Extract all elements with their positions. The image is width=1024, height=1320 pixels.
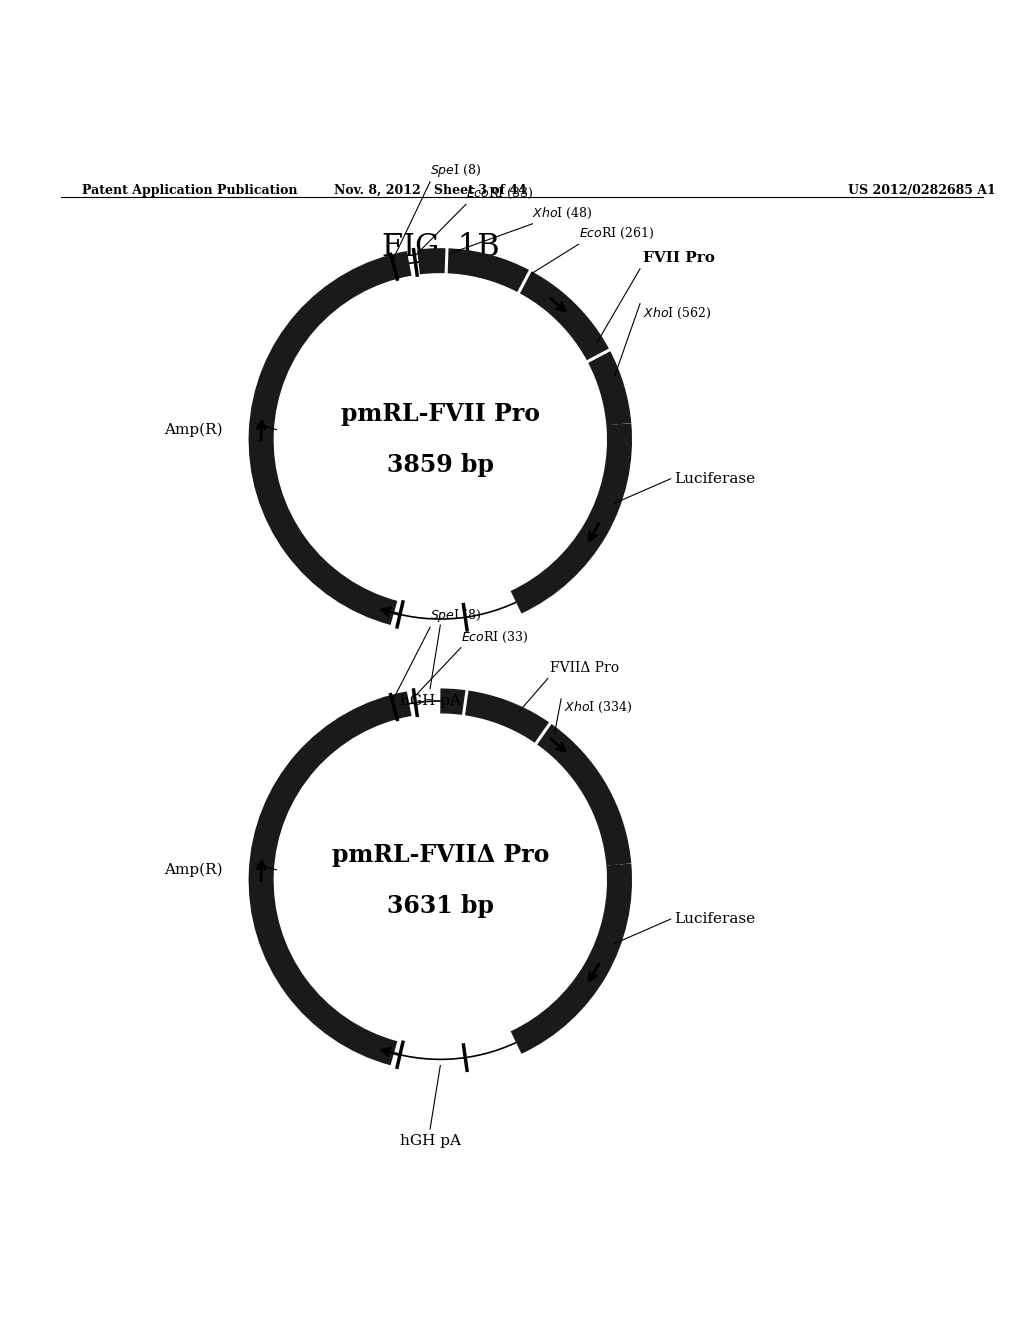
Text: $\it{Xho}$I (48): $\it{Xho}$I (48) — [532, 206, 593, 220]
Text: US 2012/0282685 A1: US 2012/0282685 A1 — [848, 183, 995, 197]
Text: $\it{Eco}$RI (33): $\it{Eco}$RI (33) — [466, 186, 534, 201]
Text: $\it{Spe}$I (8): $\it{Spe}$I (8) — [430, 607, 481, 624]
Text: Patent Application Publication: Patent Application Publication — [82, 183, 297, 197]
Text: FVIIΔ Pro: FVIIΔ Pro — [550, 661, 620, 676]
Text: Amp(R): Amp(R) — [164, 863, 222, 876]
Text: 3859 bp: 3859 bp — [387, 454, 494, 478]
Text: $\it{Xho}$I (334): $\it{Xho}$I (334) — [564, 700, 633, 715]
Text: Luciferase: Luciferase — [674, 471, 755, 486]
Text: 3631 bp: 3631 bp — [387, 894, 494, 917]
Text: hGH pA: hGH pA — [399, 1134, 461, 1148]
Text: Amp(R): Amp(R) — [164, 422, 222, 437]
Text: FVII Pro: FVII Pro — [643, 251, 715, 265]
Text: $\it{Spe}$I (8): $\it{Spe}$I (8) — [430, 162, 481, 178]
Text: Luciferase: Luciferase — [674, 912, 755, 927]
Text: $\it{Xho}$I (562): $\it{Xho}$I (562) — [643, 306, 712, 321]
Text: pmRL-FVII Pro: pmRL-FVII Pro — [341, 403, 540, 426]
Text: $\it{Eco}$RI (33): $\it{Eco}$RI (33) — [461, 630, 528, 644]
Text: $\it{Eco}$RI (261): $\it{Eco}$RI (261) — [579, 226, 654, 242]
Text: pmRL-FVIIΔ Pro: pmRL-FVIIΔ Pro — [332, 842, 549, 866]
Text: Nov. 8, 2012   Sheet 3 of 44: Nov. 8, 2012 Sheet 3 of 44 — [334, 183, 526, 197]
Text: hGH pA: hGH pA — [399, 694, 461, 708]
Text: FIG. 1B: FIG. 1B — [382, 232, 499, 263]
